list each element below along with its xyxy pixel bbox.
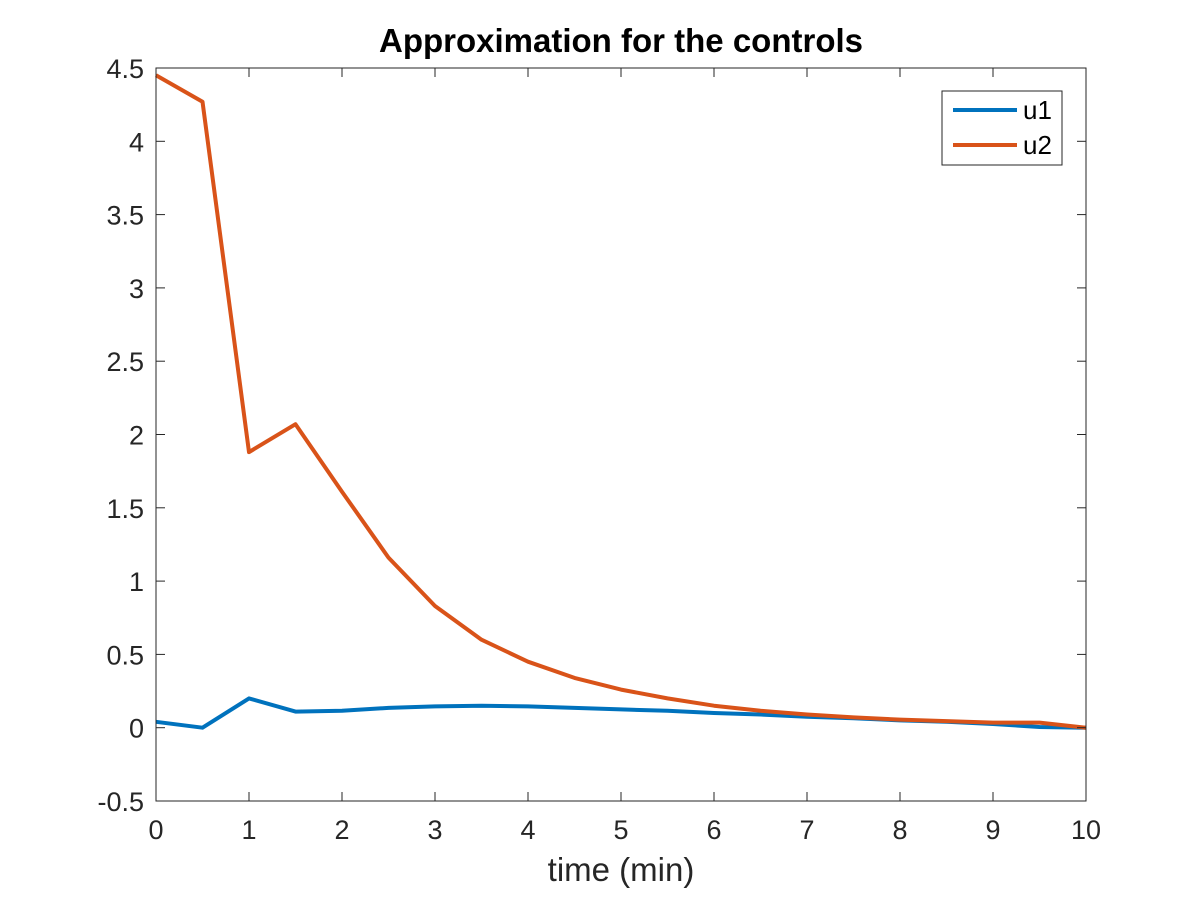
x-tick-label: 2 [334,815,349,845]
x-tick-label: 9 [985,815,1000,845]
x-tick-label: 7 [799,815,814,845]
ticks-layer [155,67,1087,802]
x-tick-label: 3 [427,815,442,845]
y-tick-label: 2.5 [106,347,144,377]
legend-box [941,90,1063,166]
legend-label-u2: u2 [1023,130,1052,160]
series-line-u2 [155,73,1087,730]
y-tick-label: -0.5 [97,787,144,817]
legend-label-u1: u1 [1023,95,1052,125]
y-tick-label: 4.5 [106,54,144,84]
x-axis-title: time (min) [548,851,695,888]
x-tick-label: 8 [892,815,907,845]
y-tick-label: 0 [129,714,144,744]
plot-area [156,68,1086,801]
tick-labels-layer: 0 1 2 3 4 5 6 7 8 9 10-0.500.511.522.533.544.5 [97,54,1101,845]
y-tick-label: 0.5 [106,640,144,670]
y-tick-label: 4 [129,127,144,157]
series-layer [155,73,1087,730]
x-tick-label: 4 [520,815,535,845]
y-tick-label: 3.5 [106,201,144,231]
x-tick-label: 5 [613,815,628,845]
x-tick-label: 0 [148,815,163,845]
y-tick-label: 1.5 [106,494,144,524]
y-tick-label: 2 [129,421,144,451]
y-tick-label: 3 [129,274,144,304]
x-tick-label: 10 [1071,815,1101,845]
x-tick-label: 1 [241,815,256,845]
chart-title: Approximation for the controls [379,22,863,59]
y-tick-label: 1 [129,567,144,597]
x-tick-label: 6 [706,815,721,845]
